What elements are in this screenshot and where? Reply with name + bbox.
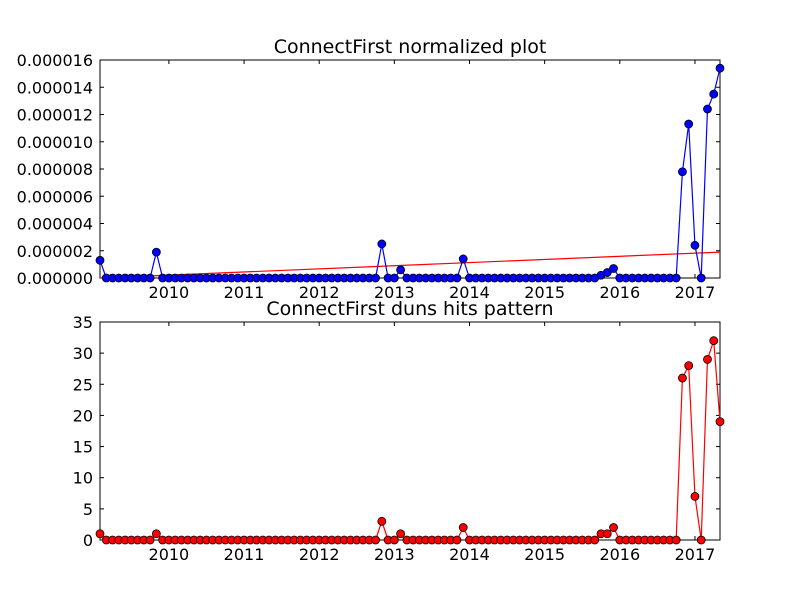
normalized-data-point: [715, 63, 725, 73]
normalized-data-point: [452, 273, 462, 283]
normalized-plot-panel: ConnectFirst normalized plot 0.0000000.0…: [17, 36, 725, 302]
duns-x-tick-label: 2012: [299, 545, 340, 564]
duns-data-point: [371, 535, 380, 545]
duns-x-tick-label: 2010: [149, 545, 190, 564]
normalized-data-point: [609, 264, 618, 273]
normalized-x-tick-label: 2010: [149, 283, 190, 302]
duns-data-point: [377, 516, 387, 526]
duns-x-tick-label: 2011: [224, 545, 265, 564]
duns-data-point: [671, 535, 681, 545]
duns-hits-marks: [95, 336, 725, 545]
normalized-y-tick-label: 0.000002: [17, 242, 93, 261]
normalized-y-tick-label: 0.000008: [17, 160, 93, 179]
normalized-x-tick-label: 2015: [524, 283, 565, 302]
duns-y-tick-label: 5: [83, 500, 93, 519]
normalized-data-point: [145, 273, 155, 283]
normalized-trend-line: [99, 251, 721, 279]
duns-x-tick-label: 2017: [675, 545, 716, 564]
normalized-y-tick-label: 0.000000: [17, 269, 93, 288]
duns-data-point: [389, 535, 399, 545]
normalized-data-point: [151, 247, 161, 257]
duns-y-tick-label: 10: [73, 469, 93, 488]
duns-y-tick-label: 20: [73, 406, 93, 425]
normalized-data-point: [684, 119, 694, 129]
duns-hits-panel: ConnectFirst duns hits pattern 0 5 10 15 20 2…: [73, 298, 725, 564]
duns-data-point: [696, 535, 706, 545]
normalized-data-point: [377, 239, 387, 249]
normalized-y-tick-label: 0.000010: [17, 133, 93, 152]
normalized-data-point: [458, 254, 468, 264]
normalized-data-point: [703, 104, 712, 114]
duns-x-tick-label: 2016: [599, 545, 640, 564]
duns-x-tick-label: 2013: [374, 545, 415, 564]
normalized-y-tick-label: 0.000004: [17, 215, 93, 234]
normalized-data-point: [671, 273, 681, 283]
duns-data-point: [609, 523, 618, 532]
duns-data-point: [95, 529, 105, 539]
normalized-data-point: [709, 89, 719, 99]
normalized-x-tick-label: 2017: [675, 283, 716, 302]
duns-y-tick-label: 35: [73, 313, 93, 332]
duns-x-tick-label: 2015: [524, 545, 565, 564]
duns-data-point: [396, 529, 406, 539]
normalized-data-point: [371, 273, 380, 283]
duns-data-point: [151, 529, 161, 539]
normalized-data-point: [602, 268, 612, 277]
duns-data-point: [690, 491, 700, 501]
normalized-x-tick-label: 2016: [599, 283, 640, 302]
normalized-data-point: [396, 265, 406, 275]
normalized-x-tick-label: 2012: [299, 283, 340, 302]
normalized-plot-title: ConnectFirst normalized plot: [274, 36, 547, 58]
normalized-data-point: [678, 167, 687, 177]
normalized-plot-marks: [95, 63, 725, 283]
duns-data-point: [458, 523, 468, 532]
normalized-data-point: [690, 240, 700, 250]
normalized-y-tick-label: 0.000014: [17, 78, 93, 97]
normalized-data-point: [696, 273, 706, 283]
duns-y-tick-label: 0: [83, 531, 93, 550]
duns-data-point: [709, 336, 719, 346]
duns-y-tick-label: 15: [73, 438, 93, 457]
normalized-x-tick-label: 2014: [449, 283, 490, 302]
duns-data-point: [715, 417, 725, 427]
normalized-x-tick-label: 2013: [374, 283, 415, 302]
duns-data-point: [452, 535, 462, 545]
duns-data-point: [684, 361, 694, 371]
duns-x-tick-label: 2014: [449, 545, 490, 564]
normalized-y-tick-label: 0.000012: [17, 106, 93, 125]
normalized-x-tick-label: 2011: [224, 283, 265, 302]
normalized-y-tick-label: 0.000006: [17, 187, 93, 206]
duns-data-point: [703, 354, 712, 364]
duns-hits-title: ConnectFirst duns hits pattern: [266, 298, 553, 320]
duns-data-point: [145, 535, 155, 545]
normalized-plot-axes: 0.000000 0.000002 0.000004 0.000006 0.000008…: [17, 51, 721, 302]
duns-y-tick-label: 25: [73, 375, 93, 394]
normalized-y-tick-label: 0.000016: [17, 51, 93, 70]
duns-data-point: [678, 373, 687, 383]
duns-data-point: [590, 535, 600, 545]
duns-data-point: [602, 529, 612, 539]
normalized-data-point: [95, 255, 105, 265]
normalized-data-point: [389, 273, 399, 283]
duns-hits-axes: 0 5 10 15 20 25 30 35 2010 2011 2012 2013 2014 2015 20…: [73, 313, 721, 564]
duns-y-tick-label: 30: [73, 344, 93, 363]
